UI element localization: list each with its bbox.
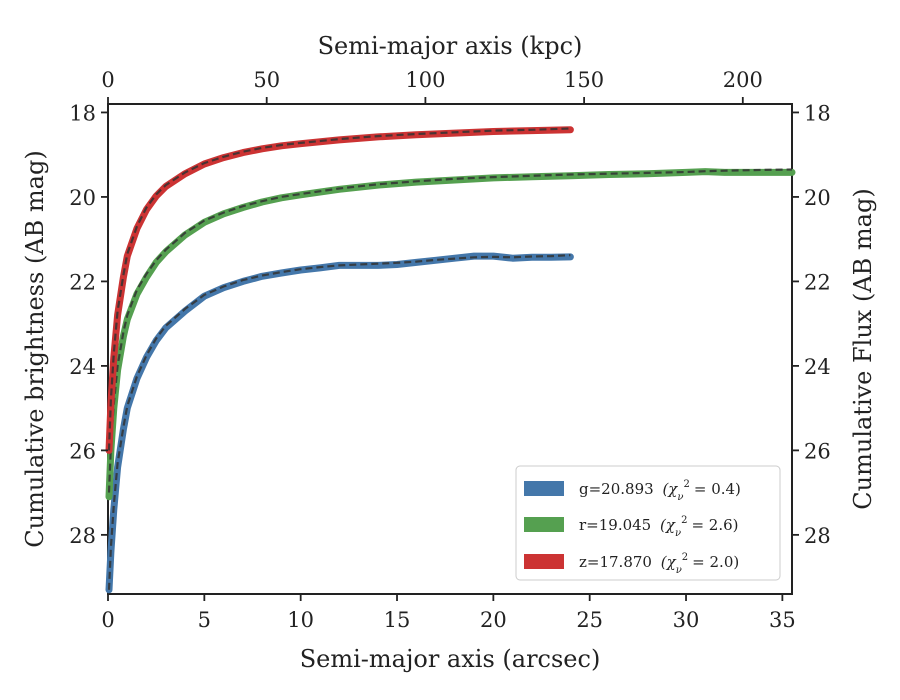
legend-label-z: z=17.870 [579,553,652,571]
top-x-tick-label-50: 50 [253,68,280,92]
top-x-tick-label-100: 100 [405,68,445,92]
legend-swatch-r [524,517,564,532]
legend-entry-g: g=20.893 (χν2 = 0.4) [579,479,741,503]
legend: g=20.893 (χν2 = 0.4) r=19.045 (χν2 = 2.6) … [515,465,781,581]
series-z-fit [107,127,571,451]
y-axis-title: Cumulative brightness (AB mag) [21,150,49,547]
y-tick-label-20: 20 [69,186,96,210]
x-tick-label-35: 35 [769,608,796,632]
right-y-tick-label-24: 24 [804,355,831,379]
y-tick-label-22: 22 [69,270,96,294]
top-x-tick-label-150: 150 [564,68,604,92]
top-x-tick-label-200: 200 [723,68,763,92]
series-g-fit [107,254,571,590]
legend-entry-r: r=19.045 (χν2 = 2.6) [579,515,738,539]
legend-entry-z: z=17.870 (χν2 = 2.0) [579,552,739,576]
y-tick-label-28: 28 [69,524,96,548]
right-y-axis-title: Cumulative Flux (AB mag) [849,188,877,509]
x-tick-label-30: 30 [673,608,700,632]
x-tick-label-15: 15 [384,608,411,632]
x-tick-label-0: 0 [101,608,114,632]
legend-label-r: r=19.045 [579,516,651,534]
y-tick-label-26: 26 [69,439,96,463]
series-r-band [105,168,796,501]
legend-chi-z: = 2.0) [692,553,739,571]
series-r-fit [107,168,793,493]
legend-label-g: g=20.893 [579,480,654,498]
legend-chi-g: = 0.4) [694,480,741,498]
plot-frame [107,103,793,595]
x-tick-label-25: 25 [576,608,603,632]
top-x-tick-label-0: 0 [101,68,114,92]
series-layer [105,126,796,594]
x-tick-label-10: 10 [287,608,314,632]
y-tick-label-18: 18 [69,101,96,125]
right-y-tick-label-26: 26 [804,439,831,463]
right-y-tick-label-28: 28 [804,524,831,548]
legend-box [515,465,781,581]
x-tick-label-5: 5 [198,608,211,632]
right-y-tick-label-22: 22 [804,270,831,294]
series-g-band [105,252,574,594]
right-y-tick-label-18: 18 [804,101,831,125]
legend-swatch-z [524,554,564,569]
y-tick-label-24: 24 [69,355,96,379]
legend-chi-r: = 2.6) [691,516,738,534]
top-x-axis-title: Semi-major axis (kpc) [318,32,583,60]
x-axis-title: Semi-major axis (arcsec) [300,645,601,673]
x-tick-label-20: 20 [480,608,507,632]
right-y-tick-label-20: 20 [804,186,831,210]
legend-swatch-g [524,481,564,496]
tick-layer: 0 5 10 15 20 25 30 35 0 50 100 150 200 18 18 20 20 22 22 24… [69,68,830,632]
